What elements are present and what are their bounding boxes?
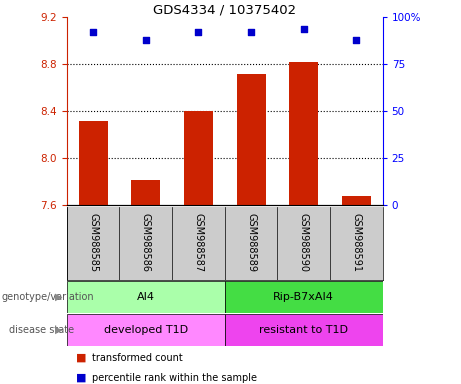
Text: GSM988591: GSM988591 <box>351 213 361 272</box>
Text: GSM988587: GSM988587 <box>194 213 203 272</box>
Point <box>89 29 97 35</box>
Text: ▶: ▶ <box>55 292 62 302</box>
Text: GSM988589: GSM988589 <box>246 213 256 272</box>
Text: ▶: ▶ <box>55 325 62 335</box>
Title: GDS4334 / 10375402: GDS4334 / 10375402 <box>153 3 296 16</box>
Text: ■: ■ <box>76 353 87 363</box>
Text: disease state: disease state <box>9 325 74 335</box>
Bar <box>225 314 383 346</box>
Text: resistant to T1D: resistant to T1D <box>259 325 348 335</box>
Bar <box>225 281 383 313</box>
Bar <box>184 111 213 205</box>
Text: GSM988586: GSM988586 <box>141 213 151 272</box>
Bar <box>67 281 225 313</box>
Point <box>248 29 255 35</box>
Bar <box>342 196 371 205</box>
Bar <box>79 121 107 205</box>
Bar <box>236 74 266 205</box>
Point <box>195 29 202 35</box>
Text: transformed count: transformed count <box>92 353 183 363</box>
Point <box>353 37 360 43</box>
Text: AI4: AI4 <box>137 292 155 302</box>
Bar <box>131 180 160 205</box>
Text: Rip-B7xAI4: Rip-B7xAI4 <box>273 292 334 302</box>
Bar <box>289 62 318 205</box>
Text: percentile rank within the sample: percentile rank within the sample <box>92 373 257 383</box>
Text: GSM988590: GSM988590 <box>299 213 309 272</box>
Bar <box>67 314 225 346</box>
Text: GSM988585: GSM988585 <box>88 213 98 272</box>
Text: ■: ■ <box>76 373 87 383</box>
Text: developed T1D: developed T1D <box>104 325 188 335</box>
Point <box>142 37 149 43</box>
Point <box>300 25 307 31</box>
Text: genotype/variation: genotype/variation <box>1 292 94 302</box>
